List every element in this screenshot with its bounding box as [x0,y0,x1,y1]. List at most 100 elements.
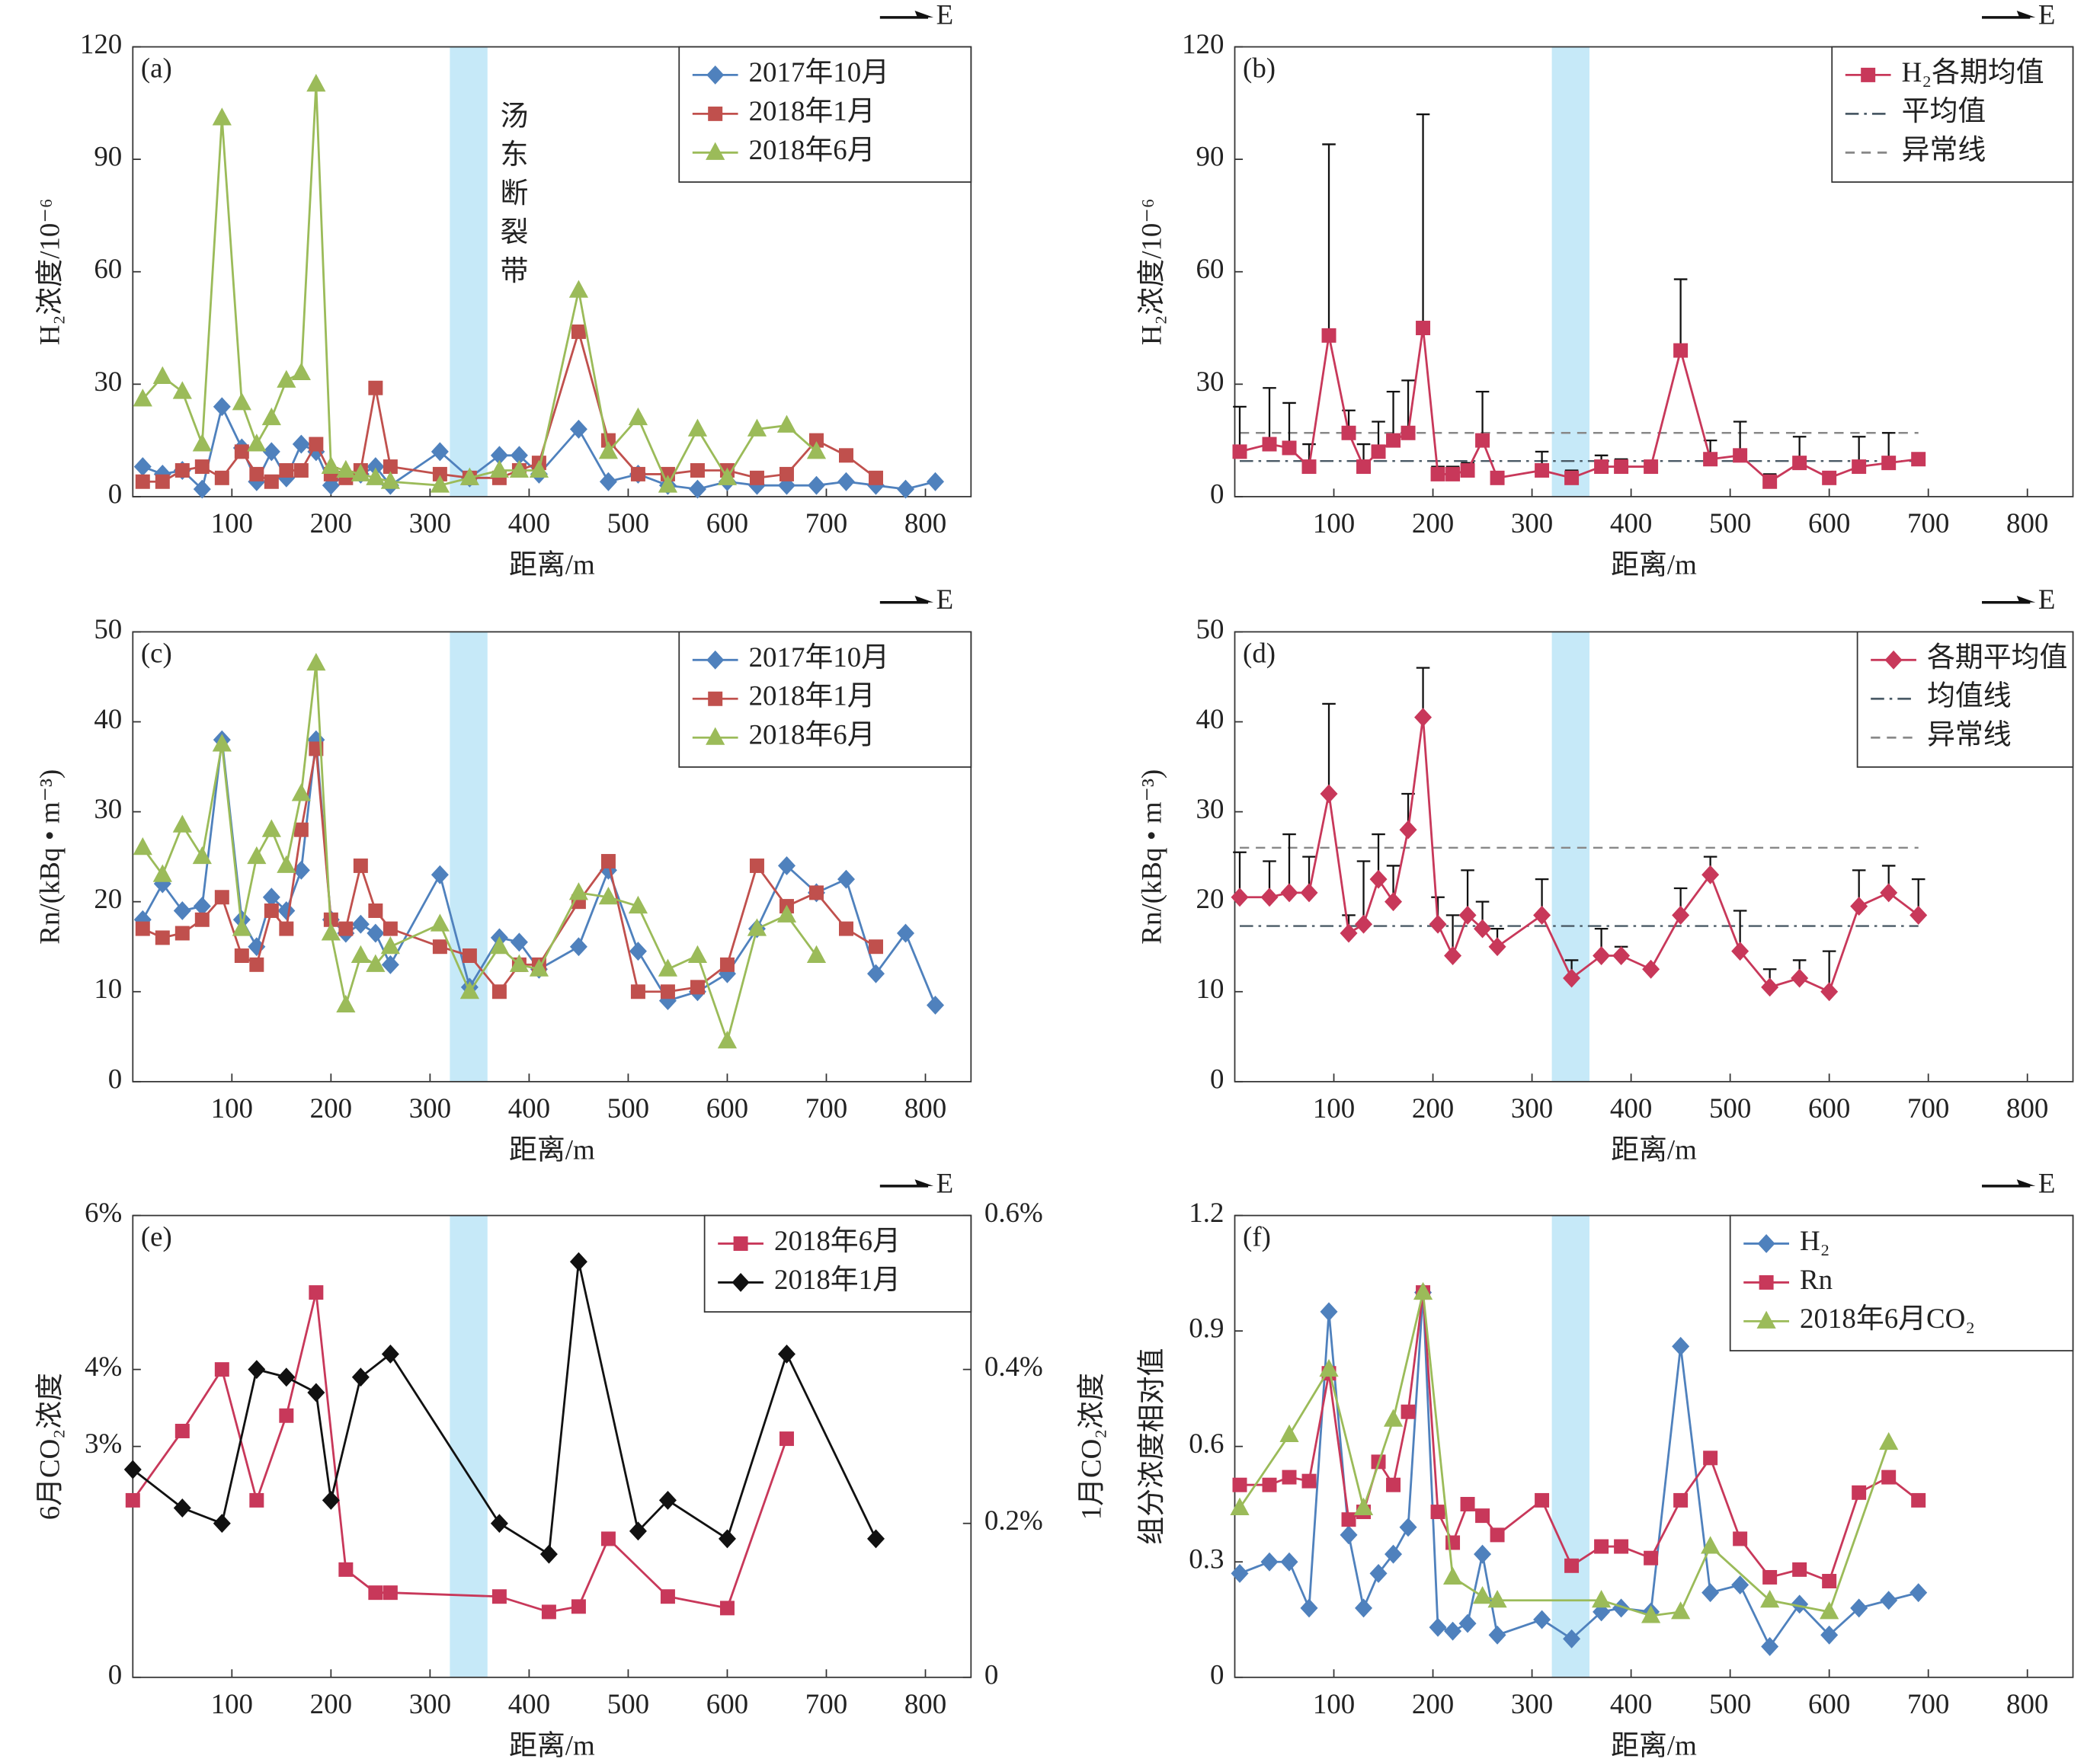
data-point [351,1367,370,1387]
data-point [1280,883,1298,903]
data-point [1487,1589,1507,1608]
data-point [839,921,853,936]
x-tick-label: 400 [508,1092,550,1124]
data-point [491,1589,507,1604]
x-tick-label: 800 [904,1688,946,1719]
x-tick-label: 700 [1907,1092,1949,1124]
data-point [807,475,825,495]
data-point [1644,459,1659,475]
data-point [1533,1610,1551,1629]
data-point [529,958,549,977]
data-point [1444,946,1462,965]
data-point [1563,1629,1581,1649]
data-point [1232,444,1247,459]
data-point [539,1544,558,1564]
data-point [1881,1470,1897,1485]
legend-label: Rn [1800,1264,1833,1295]
data-point [1614,1539,1629,1554]
data-point [234,948,249,964]
data-point [658,958,678,977]
error-bar [1282,401,1296,448]
legend-marker [733,1236,748,1251]
data-point [598,886,619,905]
x-tick-label: 200 [310,1092,352,1124]
data-point [1386,433,1401,448]
x-tick-label: 700 [805,1688,847,1719]
error-bar [1322,143,1336,336]
data-point [717,1030,738,1049]
panel-label: (c) [141,638,172,670]
x-tick-label: 500 [607,1688,649,1719]
data-point [368,380,383,395]
legend-label: H₂ [1800,1225,1830,1256]
data-point [568,882,589,900]
data-point [1792,456,1807,471]
panel-label: (f) [1243,1221,1271,1253]
data-point [1371,444,1386,459]
legend-label: 异常线 [1902,134,1986,165]
data-point [1850,897,1868,916]
data-point [690,463,705,478]
data-point [247,433,267,452]
plot-frame [1234,631,2074,1083]
data-point [1385,892,1403,912]
data-point [1474,1544,1492,1564]
data-point [1301,459,1317,475]
data-point [1820,1601,1839,1620]
x-tick-label: 800 [904,1092,946,1124]
data-point [839,448,853,463]
legend-label: 2018年6月 [774,1225,901,1256]
data-point [261,819,281,837]
data-point [1458,905,1477,925]
data-point [598,441,619,459]
data-point [155,474,170,489]
data-point [1231,1563,1249,1583]
panel-label: (b) [1243,53,1276,85]
data-point [1672,1336,1690,1356]
data-point [1340,923,1358,943]
data-point [212,734,232,752]
data-point [353,858,368,873]
data-point [777,1344,796,1364]
data-point [1232,1477,1247,1492]
data-point [309,741,324,756]
legend-marker [1759,1274,1774,1290]
data-point [1355,1598,1373,1618]
data-point [629,1521,647,1541]
data-point [432,939,447,955]
legend-label: H₂各期均值 [1902,56,2044,88]
data-point [351,914,370,934]
x-tick-label: 600 [1808,1092,1850,1124]
x-tick-label: 300 [1511,1688,1553,1719]
legend-marker [731,1272,750,1292]
x-axis-title: 距离/m [509,1729,595,1759]
data-point [321,923,341,941]
error-bar [1475,391,1490,441]
data-point [459,980,479,999]
data-point [630,984,645,999]
data-point [214,470,229,485]
data-point [569,937,587,957]
data-point [193,479,211,499]
data-point [279,921,294,936]
y-axis-title: Rn/(kBq • m⁻³) [1136,769,1168,945]
data-point [1733,448,1748,463]
data-point [1399,1518,1417,1537]
data-point [1762,474,1778,489]
series-line [1238,1292,1890,1617]
data-point [1356,459,1372,475]
data-point [291,362,311,381]
legend-marker [706,142,725,160]
series-line [142,663,818,1045]
data-point [1475,433,1490,448]
data-point [658,1490,677,1510]
fault-zone [1551,632,1589,1082]
data-point [1911,452,1926,467]
data-point [1340,1525,1358,1545]
data-point [277,1367,296,1387]
y-tick-label: 20 [94,883,122,914]
data-point [600,1531,616,1546]
data-point [490,1514,508,1534]
data-point [213,1514,231,1534]
y-tick-label: 0 [108,1658,122,1690]
